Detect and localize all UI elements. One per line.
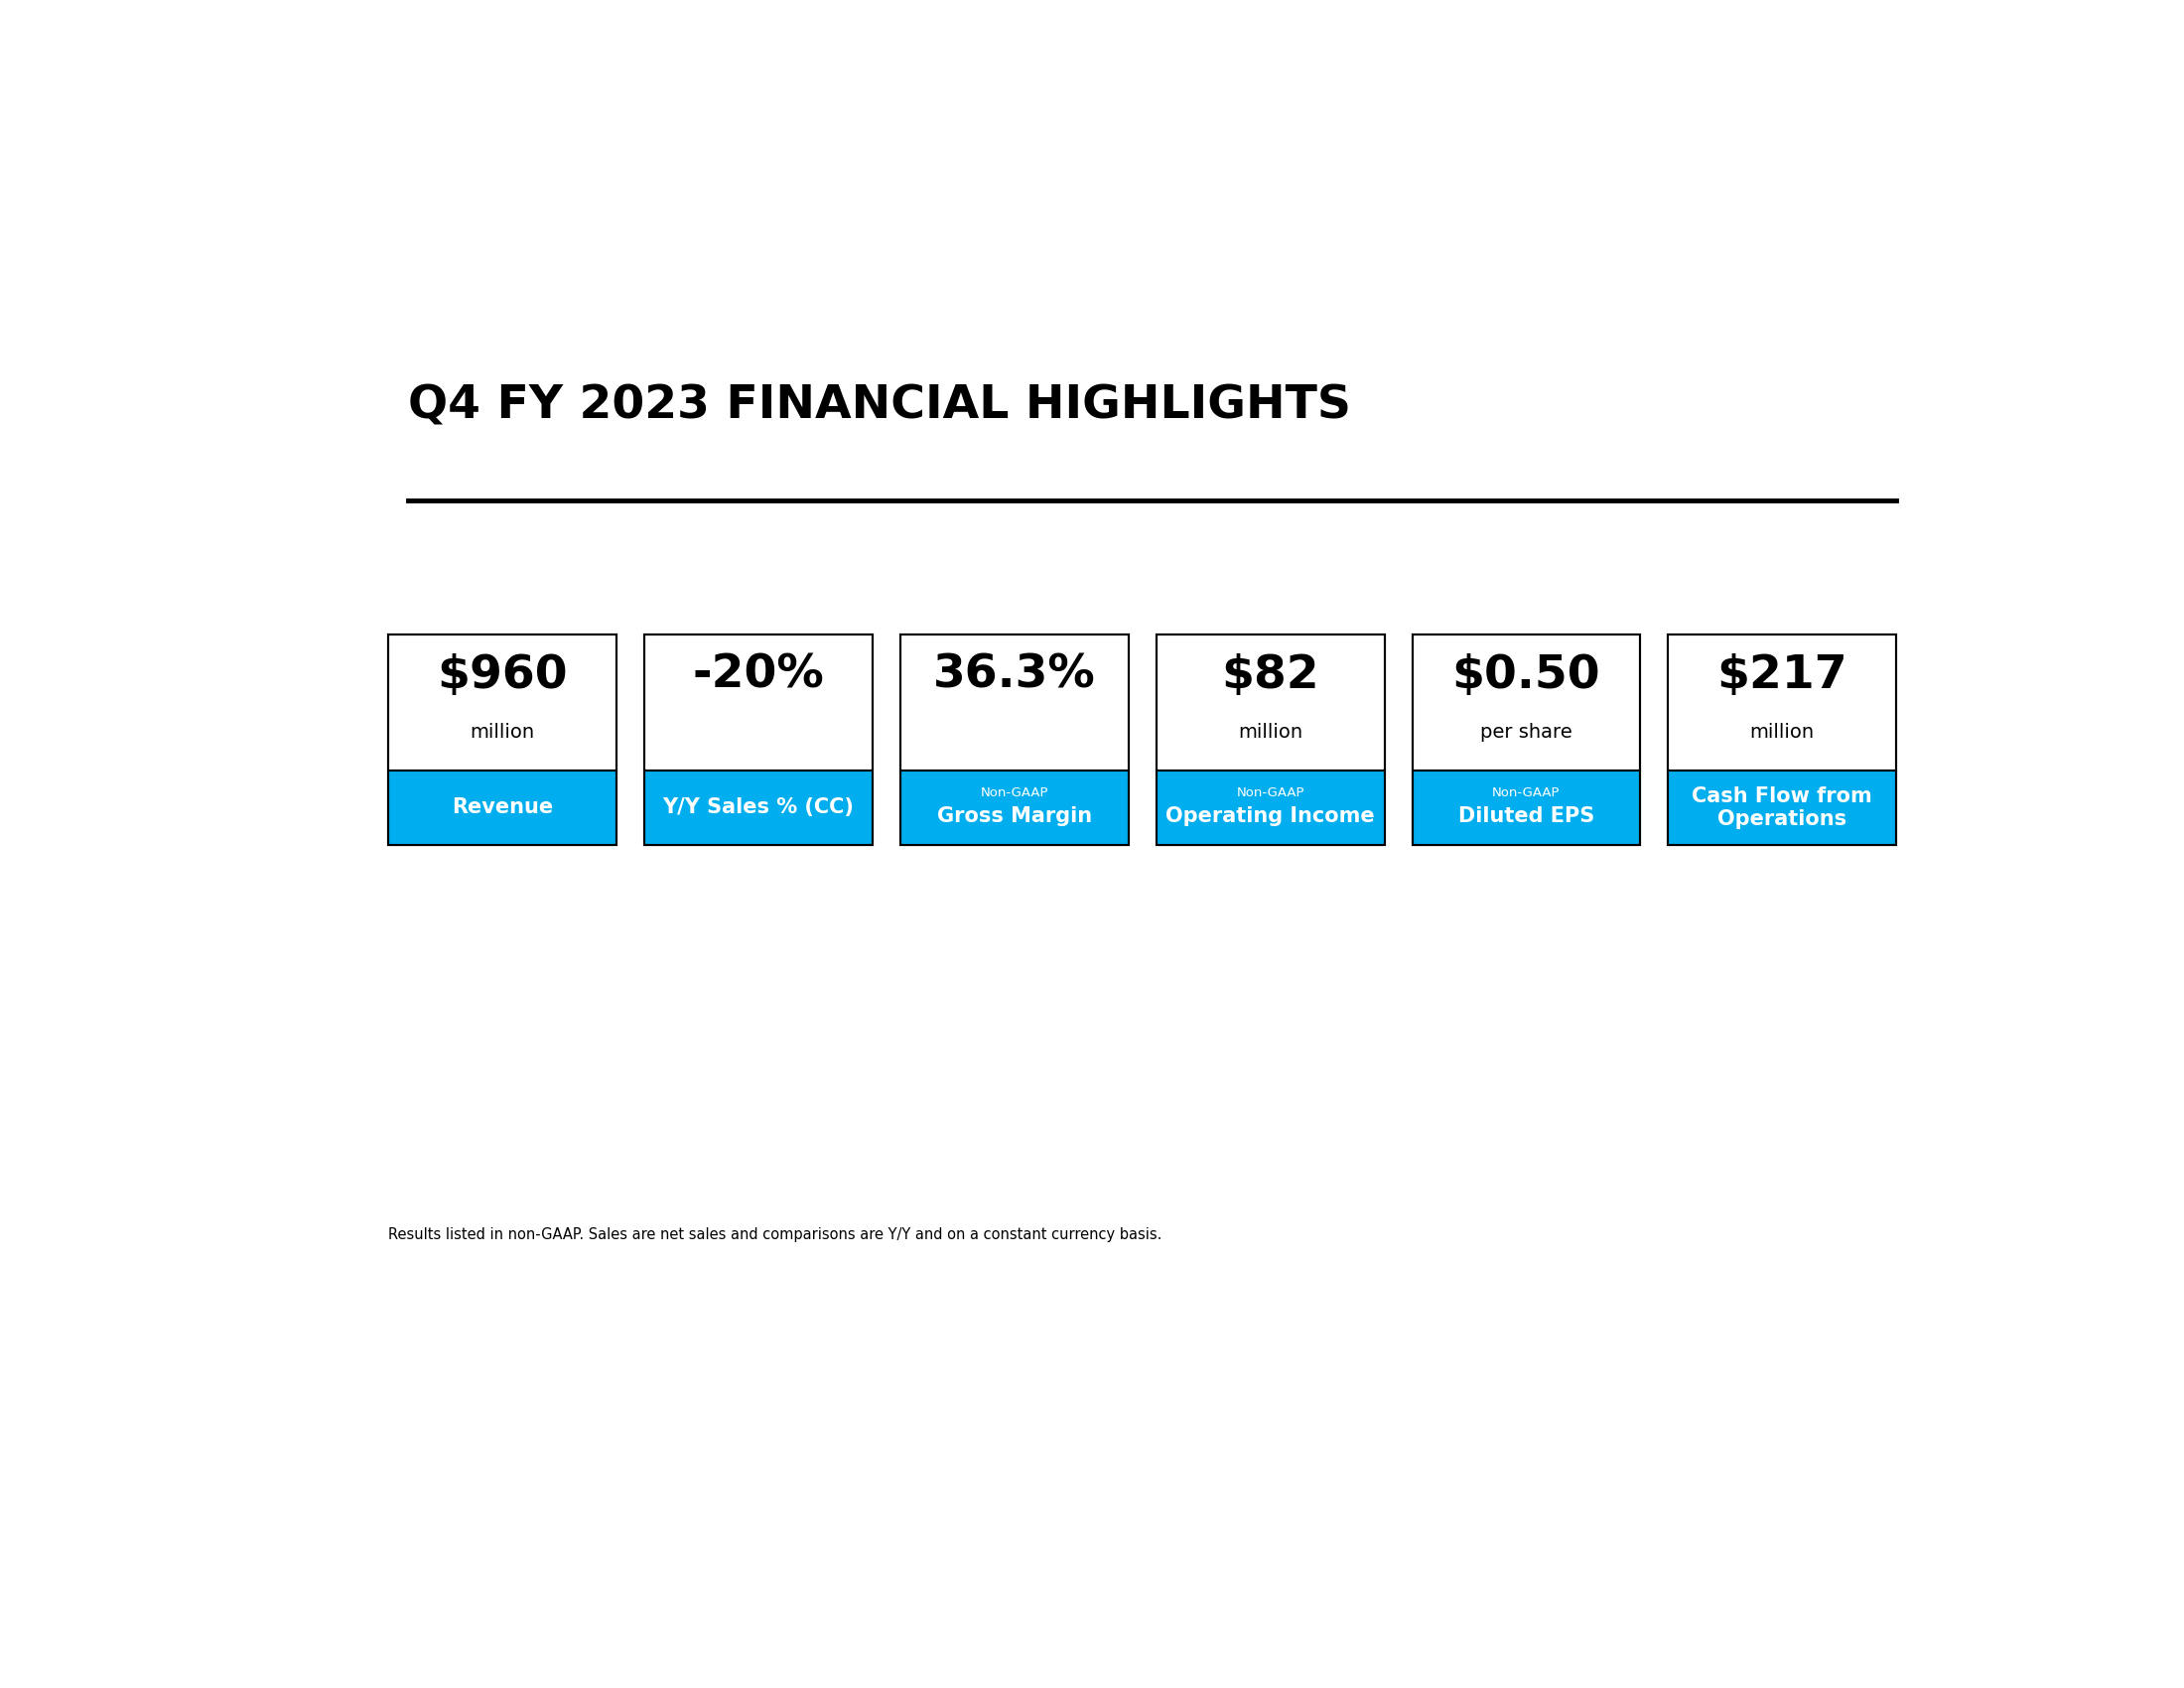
- Text: $82: $82: [1221, 653, 1319, 697]
- Bar: [1413, 770, 1640, 844]
- Text: Revenue: Revenue: [452, 797, 553, 817]
- Text: Gross Margin: Gross Margin: [937, 807, 1092, 827]
- Bar: [389, 635, 616, 770]
- Text: $0.50: $0.50: [1452, 653, 1601, 697]
- Bar: [1155, 635, 1385, 844]
- Bar: [389, 635, 616, 844]
- Text: Non-GAAP: Non-GAAP: [1492, 787, 1559, 798]
- Text: million: million: [470, 722, 535, 741]
- Text: 36.3%: 36.3%: [933, 653, 1096, 697]
- Bar: [1669, 770, 1896, 844]
- Bar: [1413, 635, 1640, 770]
- Bar: [644, 635, 874, 770]
- Text: Non-GAAP: Non-GAAP: [1236, 787, 1304, 798]
- Bar: [1669, 635, 1896, 844]
- Bar: [1413, 635, 1640, 844]
- Text: per share: per share: [1481, 722, 1572, 741]
- Bar: [900, 635, 1129, 844]
- Bar: [1155, 635, 1385, 770]
- Bar: [900, 635, 1129, 770]
- Bar: [644, 635, 874, 844]
- Bar: [389, 770, 616, 844]
- Bar: [900, 770, 1129, 844]
- Text: Cash Flow from
Operations: Cash Flow from Operations: [1693, 787, 1872, 829]
- Text: Q4 FY 2023 FINANCIAL HIGHLIGHTS: Q4 FY 2023 FINANCIAL HIGHLIGHTS: [408, 383, 1352, 429]
- Text: Operating Income: Operating Income: [1166, 807, 1376, 827]
- Text: Results listed in non-GAAP. Sales are net sales and comparisons are Y/Y and on a: Results listed in non-GAAP. Sales are ne…: [389, 1227, 1162, 1242]
- Bar: [644, 770, 874, 844]
- Bar: [1669, 635, 1896, 770]
- Text: $960: $960: [437, 653, 568, 697]
- Text: -20%: -20%: [692, 653, 823, 697]
- Text: Y/Y Sales % (CC): Y/Y Sales % (CC): [662, 797, 854, 817]
- Text: Diluted EPS: Diluted EPS: [1459, 807, 1594, 827]
- Text: $217: $217: [1717, 653, 1848, 697]
- Text: million: million: [1238, 722, 1302, 741]
- Text: million: million: [1749, 722, 1815, 741]
- Text: Non-GAAP: Non-GAAP: [981, 787, 1048, 798]
- Bar: [1155, 770, 1385, 844]
